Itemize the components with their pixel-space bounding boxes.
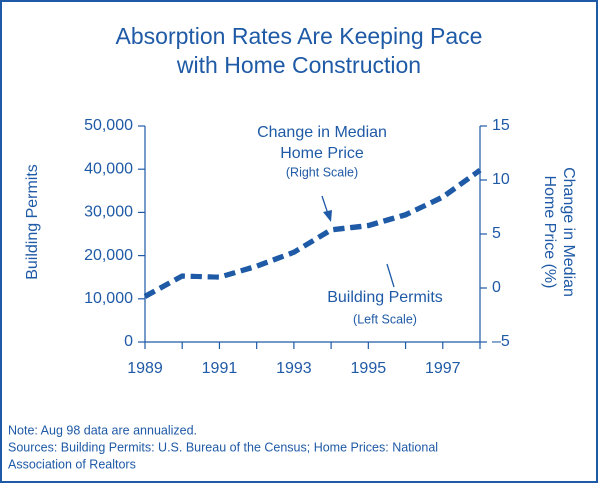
x-tick-label: 1993 [276,360,312,377]
y2-tick-label: 10 [492,171,510,188]
x-tick-label: 1991 [202,360,238,377]
y2-axis-label: Change in Median [560,167,577,297]
annotation-pointer [386,263,395,288]
y2-axis-label: Home Price (%) [541,176,558,289]
y-tick-label: 30,000 [84,204,133,221]
y-tick-label: 20,000 [84,247,133,264]
annotation: (Left Scale) [353,312,417,326]
annotation: (Right Scale) [286,165,358,179]
y-tick-label: 10,000 [84,290,133,307]
y-axis-label: Building Permits [24,164,41,280]
series-line [143,168,482,299]
x-tick-label: 1995 [351,360,387,377]
x-tick-label: 1989 [127,360,163,377]
arrow-head [323,210,332,222]
annotation: Building Permits [327,289,443,306]
annotation: Home Price [280,145,364,162]
note: Note: Aug 98 data are annualized. [8,423,197,437]
y2-tick-label: –5 [492,333,510,350]
annotation: Change in Median [257,124,387,141]
note: Association of Realtors [8,457,136,471]
chart-title: Absorption Rates Are Keeping Pace [116,23,483,49]
y2-tick-label: 0 [492,279,501,296]
chart-title: with Home Construction [176,52,421,78]
y-tick-label: 40,000 [84,160,133,177]
note: Sources: Building Permits: U.S. Bureau o… [8,440,438,454]
annotation-arrow [321,195,329,215]
x-tick-label: 1997 [425,360,461,377]
y-tick-label: 50,000 [84,117,133,134]
y-tick-label: 0 [124,333,133,350]
y2-tick-label: 5 [492,225,501,242]
y2-tick-label: 15 [492,117,510,134]
